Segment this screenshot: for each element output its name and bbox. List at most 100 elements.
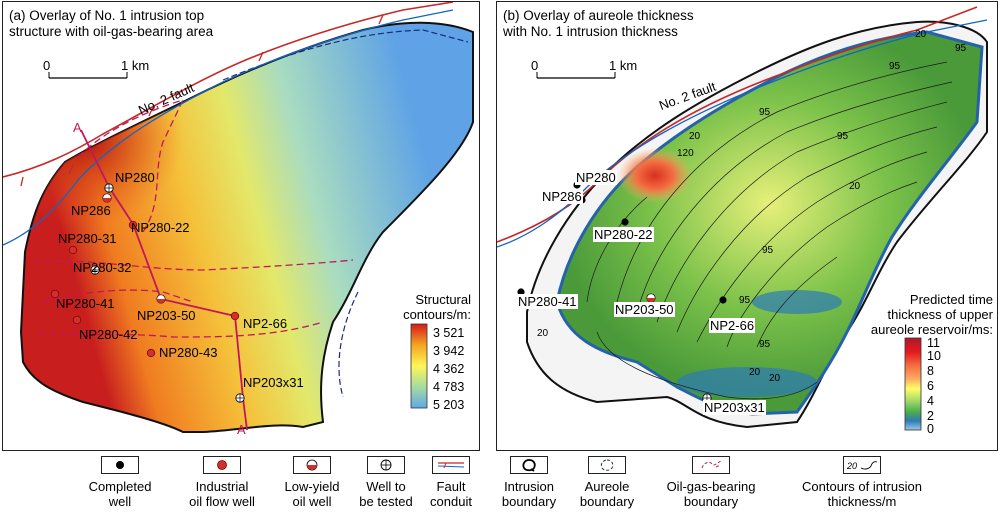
well-label: NP280-22 — [593, 227, 654, 242]
fault-icon — [437, 462, 465, 469]
well-label: NP286 — [71, 203, 111, 218]
scale-length: 1 km — [121, 58, 150, 73]
section-end-label: A' — [237, 422, 249, 437]
cbar-b-tick: 10 — [927, 349, 941, 363]
well-label: NP203x31 — [243, 375, 304, 390]
panel-b-thickness-map: (b) Overlay of aureole thickness with No… — [496, 1, 998, 451]
svg-text:20: 20 — [846, 461, 857, 471]
contour-label: 20 — [749, 367, 761, 378]
well-label: NP2-66 — [243, 316, 288, 331]
fault-blue — [3, 9, 454, 246]
fault-ticks — [20, 14, 384, 187]
low-yield-well-icon — [156, 294, 166, 304]
contour-label: 20 — [689, 131, 701, 142]
cbar-b-tick: 8 — [927, 364, 934, 378]
intrusion-boundary-icon — [522, 459, 536, 472]
fault-blue-b — [497, 19, 988, 248]
thin-zone — [752, 290, 842, 314]
well-label: NP280 — [115, 170, 155, 185]
thick-zone — [607, 137, 757, 247]
cbar-a-tick: 3 521 — [433, 326, 465, 340]
legend-item: Low-yield oil well — [274, 452, 350, 509]
scale-length: 1 km — [609, 58, 638, 73]
industrial-well-icon — [50, 289, 60, 299]
industrial-well-icon — [128, 220, 138, 230]
cbar-b-tick: 0 — [927, 422, 934, 436]
aureole-boundary-icon — [600, 459, 614, 471]
cbar-a-tick: 4 783 — [433, 380, 465, 394]
well-label: NP203x31 — [703, 400, 766, 415]
well-label: NP280-31 — [58, 231, 117, 246]
legend-item: Well to be tested — [352, 452, 420, 509]
panel-b-title: (b) Overlay of aureole thickness with No… — [503, 8, 694, 39]
scale-bar-b — [536, 72, 616, 79]
well-label: NP286 — [541, 189, 583, 204]
contour-label: 95 — [759, 339, 771, 350]
contour-label: 95 — [759, 107, 771, 118]
well-label: NP203-50 — [137, 308, 196, 323]
cbar-a-tick: 5 203 — [433, 398, 465, 412]
completed-well-icon — [517, 288, 525, 296]
well-label: NP280-43 — [159, 345, 218, 360]
wells-layer-a — [50, 183, 245, 403]
completed-well-icon — [621, 218, 629, 226]
completed-well-icon — [116, 461, 124, 469]
contour-label: 95 — [762, 245, 774, 256]
well-label: NP280-42 — [79, 327, 138, 342]
well-to-be-tested-well-icon — [104, 183, 114, 193]
thin-zone — [677, 367, 817, 397]
cbar-a-tick: 3 942 — [433, 344, 465, 358]
colorbar-a — [410, 323, 428, 409]
colorbar-b — [904, 337, 922, 431]
low-yield-well-icon — [102, 193, 112, 203]
industrial-well-icon — [230, 311, 240, 321]
well-to-be-tested-well-icon — [90, 265, 100, 275]
section-start-label: A — [73, 120, 82, 135]
well-label: NP203-50 — [614, 302, 675, 317]
colorbar-a-title: Structural contours/m: — [403, 292, 471, 322]
contour-icon: 20 — [846, 461, 878, 471]
oil-gas-boundary-icon — [701, 460, 722, 469]
contour-label: 20 — [537, 328, 549, 339]
scale-bar — [48, 72, 128, 79]
well-label: NP280-22 — [131, 220, 190, 235]
well-label: NP2-66 — [709, 318, 756, 333]
contour-label: 95 — [955, 43, 967, 54]
legend-item: Aureole boundary — [568, 452, 646, 509]
contour-label: 95 — [739, 295, 751, 306]
low-yield-well-icon — [646, 293, 656, 303]
legend-item: Industrial oil flow well — [172, 452, 272, 509]
legend: Completed well Industrial oil flow well … — [0, 452, 1000, 517]
industrial-well-icon — [217, 460, 227, 470]
legend-item: Intrusion boundary — [490, 452, 568, 509]
legend-item: Completed well — [80, 452, 160, 509]
completed-well-icon — [719, 296, 727, 304]
scale-zero: 0 — [531, 58, 539, 73]
scale-zero: 0 — [43, 58, 51, 73]
thickness-map-svg — [497, 6, 988, 431]
cbar-b-tick: 4 — [927, 394, 934, 408]
cbar-a-tick: 4 362 — [433, 362, 465, 376]
cbar-b-tick: 2 — [927, 409, 934, 423]
test-well-icon — [380, 459, 392, 471]
fault-red — [3, 2, 454, 178]
contour-label: 95 — [889, 61, 901, 72]
contour-label: 120 — [677, 148, 694, 159]
industrial-well-icon — [146, 348, 156, 358]
colorbar-b-title: Predicted time thickness of upper aureol… — [870, 292, 993, 337]
aureole-boundary — [222, 29, 469, 398]
cbar-b-tick: 11 — [927, 336, 940, 350]
well-label: NP280-41 — [56, 296, 115, 311]
panel-a-structure-map: (a) Overlay of No. 1 intrusion top struc… — [2, 1, 480, 451]
industrial-well-icon — [72, 315, 82, 325]
legend-item: Fault conduit — [422, 452, 480, 509]
low-yield-well-icon — [306, 459, 318, 471]
contour-label: 20 — [769, 373, 781, 384]
well-label: NP280 — [575, 170, 617, 185]
oil-gas-boundary — [32, 98, 354, 338]
legend-item: 20 Contours of intrusion thickness/m — [776, 452, 948, 509]
well-label: NP280-41 — [517, 294, 578, 309]
legend-item: Oil-gas-bearing boundary — [646, 452, 776, 509]
cbar-b-tick: 6 — [927, 379, 934, 393]
contour-label: 20 — [849, 181, 861, 192]
